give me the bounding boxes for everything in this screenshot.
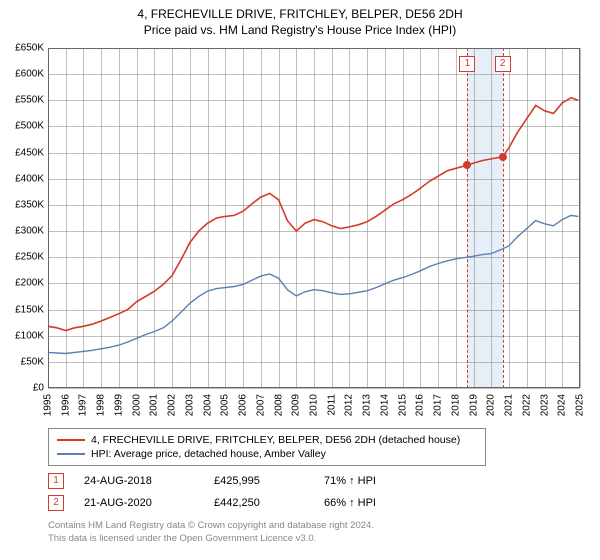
x-tick-label: 1999: [113, 394, 124, 416]
chart-subtitle: Price paid vs. HM Land Registry's House …: [0, 23, 600, 41]
legend-label: 4, FRECHEVILLE DRIVE, FRITCHLEY, BELPER,…: [91, 434, 460, 446]
x-tick-label: 2023: [539, 394, 550, 416]
x-tick-label: 2019: [468, 394, 479, 416]
legend-label: HPI: Average price, detached house, Ambe…: [91, 448, 326, 460]
x-tick-label: 2001: [149, 394, 160, 416]
chart-title: 4, FRECHEVILLE DRIVE, FRITCHLEY, BELPER,…: [0, 0, 600, 23]
event-date: 21-AUG-2020: [84, 497, 194, 509]
y-tick-label: £650K: [0, 43, 44, 54]
event-price: £425,995: [214, 475, 304, 487]
event-row: 1 24-AUG-2018 £425,995 71% ↑ HPI: [48, 470, 414, 492]
x-tick-label: 2016: [415, 394, 426, 416]
x-tick-label: 2018: [450, 394, 461, 416]
legend: 4, FRECHEVILLE DRIVE, FRITCHLEY, BELPER,…: [48, 428, 486, 466]
y-tick-label: £0: [0, 383, 44, 394]
y-tick-label: £450K: [0, 147, 44, 158]
x-tick-label: 2013: [362, 394, 373, 416]
x-tick-label: 2022: [521, 394, 532, 416]
legend-swatch: [57, 453, 85, 455]
event-hpi-delta: 71% ↑ HPI: [324, 475, 414, 487]
chart-container: 4, FRECHEVILLE DRIVE, FRITCHLEY, BELPER,…: [0, 0, 600, 560]
x-tick-label: 2005: [220, 394, 231, 416]
y-tick-label: £200K: [0, 278, 44, 289]
x-tick-label: 2020: [486, 394, 497, 416]
event-number-box: 2: [48, 495, 64, 511]
x-tick-label: 1997: [78, 394, 89, 416]
x-tick-label: 2011: [326, 394, 337, 416]
footer-line: This data is licensed under the Open Gov…: [48, 533, 374, 546]
annotation-number-box: 1: [459, 56, 475, 72]
legend-row: 4, FRECHEVILLE DRIVE, FRITCHLEY, BELPER,…: [57, 433, 477, 447]
footer-attribution: Contains HM Land Registry data © Crown c…: [48, 520, 374, 546]
x-tick-label: 1995: [43, 394, 54, 416]
y-tick-label: £300K: [0, 226, 44, 237]
x-tick-label: 2009: [291, 394, 302, 416]
line-series: [48, 48, 580, 388]
y-tick-label: £400K: [0, 173, 44, 184]
y-tick-label: £500K: [0, 121, 44, 132]
x-tick-label: 2015: [397, 394, 408, 416]
x-tick-label: 1998: [96, 394, 107, 416]
y-tick-label: £550K: [0, 95, 44, 106]
x-tick-label: 2008: [273, 394, 284, 416]
event-hpi-delta: 66% ↑ HPI: [324, 497, 414, 509]
event-row: 2 21-AUG-2020 £442,250 66% ↑ HPI: [48, 492, 414, 514]
event-date: 24-AUG-2018: [84, 475, 194, 487]
event-number-box: 1: [48, 473, 64, 489]
x-tick-label: 2024: [557, 394, 568, 416]
x-tick-label: 2025: [575, 394, 586, 416]
y-tick-label: £250K: [0, 252, 44, 263]
x-tick-label: 2014: [379, 394, 390, 416]
x-tick-label: 1996: [60, 394, 71, 416]
x-tick-label: 2010: [309, 394, 320, 416]
y-tick-label: £50K: [0, 356, 44, 367]
y-tick-label: £100K: [0, 330, 44, 341]
y-tick-label: £150K: [0, 304, 44, 315]
legend-row: HPI: Average price, detached house, Ambe…: [57, 447, 477, 461]
series-line: [48, 98, 578, 331]
x-tick-label: 2004: [202, 394, 213, 416]
y-tick-label: £350K: [0, 199, 44, 210]
event-price: £442,250: [214, 497, 304, 509]
footer-line: Contains HM Land Registry data © Crown c…: [48, 520, 374, 533]
y-tick-label: £600K: [0, 69, 44, 80]
x-tick-label: 2012: [344, 394, 355, 416]
x-tick-label: 2021: [504, 394, 515, 416]
x-tick-label: 2000: [131, 394, 142, 416]
event-table: 1 24-AUG-2018 £425,995 71% ↑ HPI 2 21-AU…: [48, 470, 414, 514]
x-tick-label: 2002: [167, 394, 178, 416]
x-tick-label: 2017: [433, 394, 444, 416]
annotation-number-box: 2: [495, 56, 511, 72]
series-line: [48, 215, 578, 353]
legend-swatch: [57, 439, 85, 441]
x-tick-label: 2003: [184, 394, 195, 416]
x-tick-label: 2007: [255, 394, 266, 416]
x-tick-label: 2006: [238, 394, 249, 416]
plot-area: 12: [48, 48, 580, 388]
